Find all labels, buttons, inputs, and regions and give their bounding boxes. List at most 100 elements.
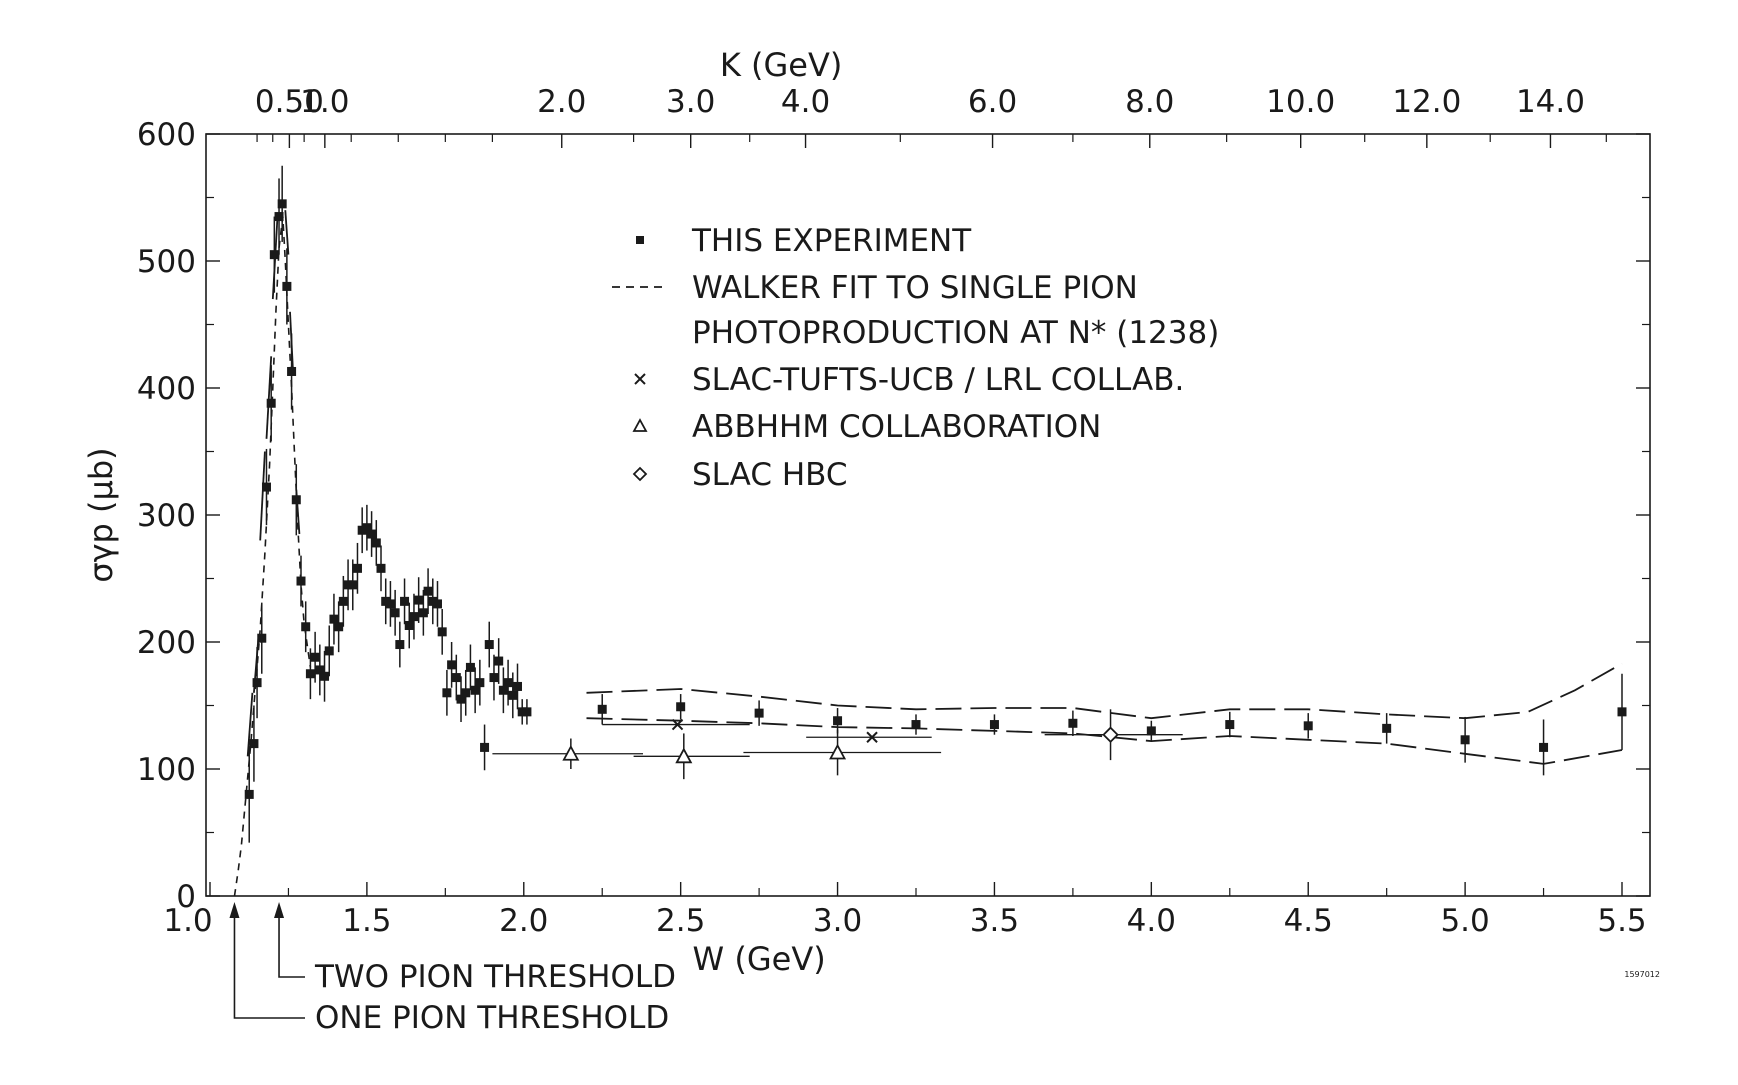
y-axis-title: σγp (μb) xyxy=(82,447,120,582)
legend-square-icon xyxy=(636,236,644,244)
experiment-point xyxy=(911,720,921,730)
experiment-point xyxy=(390,608,400,618)
experiment-point xyxy=(432,599,442,609)
x-tick-label: 2.0 xyxy=(499,903,548,939)
x-tick-label: 5.5 xyxy=(1597,903,1646,939)
experiment-point xyxy=(381,596,391,606)
data-points xyxy=(244,165,1627,843)
threshold-annotations: TWO PION THRESHOLD ONE PION THRESHOLD xyxy=(229,902,676,1036)
experiment-point xyxy=(257,633,267,643)
experiment-point xyxy=(754,708,764,718)
experiment-point xyxy=(442,688,452,698)
experiment-point xyxy=(252,678,262,688)
experiment-point xyxy=(357,525,367,535)
legend-entry: SLAC-TUFTS-UCB / LRL COLLAB. xyxy=(692,362,1184,398)
x-tick-label: 4.5 xyxy=(1284,903,1333,939)
one-pion-label: ONE PION THRESHOLD xyxy=(315,1000,669,1036)
top-tick-label: 6.0 xyxy=(968,84,1017,120)
experiment-point xyxy=(282,281,292,291)
experiment-point xyxy=(423,586,433,596)
experiment-point xyxy=(1539,742,1549,752)
two-pion-arrow-icon xyxy=(274,902,285,918)
axis-labels: 1.0 1.5 2.0 2.5 3.0 3.5 4.0 4.5 5.0 5.5 0 100 200 300… xyxy=(82,46,1660,979)
top-tick-label: 4.0 xyxy=(781,84,830,120)
experiment-point xyxy=(1068,718,1078,728)
y-tick-label: 200 xyxy=(137,625,196,661)
experiment-point xyxy=(597,704,607,714)
experiment-point xyxy=(503,678,513,688)
experiment-point xyxy=(989,720,999,730)
experiment-point xyxy=(395,640,405,650)
walker-fit-curve xyxy=(233,216,312,897)
experiment-point xyxy=(1146,726,1156,736)
experiment-point xyxy=(508,690,518,700)
top-tick-label: 8.0 xyxy=(1125,84,1174,120)
legend-diamond-icon xyxy=(632,466,648,482)
top-tick-label: 14.0 xyxy=(1516,84,1585,120)
experiment-point xyxy=(447,660,457,670)
two-pion-leader xyxy=(278,906,305,978)
experiment-point xyxy=(1382,723,1392,733)
experiment-point xyxy=(266,398,276,408)
experiment-point xyxy=(461,688,471,698)
experiment-point xyxy=(277,199,287,209)
two-pion-label: TWO PION THRESHOLD xyxy=(314,959,676,995)
experiment-point xyxy=(385,599,395,609)
fit-curves xyxy=(233,210,1623,897)
experiment-point xyxy=(409,612,419,622)
x-tick-label: 2.5 xyxy=(656,903,705,939)
experiment-point xyxy=(470,685,480,695)
x-axis-title: W (GeV) xyxy=(693,940,826,978)
experiment-point xyxy=(324,646,334,656)
experiment-point xyxy=(1303,721,1313,731)
abbhhm-point xyxy=(675,747,693,764)
experiment-point xyxy=(296,576,306,586)
experiment-point xyxy=(1225,720,1235,730)
experiment-point xyxy=(362,523,372,533)
experiment-point xyxy=(301,622,311,632)
legend-entry: ABBHHM COLLABORATION xyxy=(692,409,1101,445)
one-pion-leader xyxy=(233,906,305,1019)
y-tick-label: 400 xyxy=(137,371,196,407)
walker-fit-segment xyxy=(246,692,254,757)
experiment-point xyxy=(334,622,344,632)
experiment-point xyxy=(404,620,414,630)
experiment-point xyxy=(244,789,254,799)
x-tick-label: 3.0 xyxy=(813,903,862,939)
experiment-point xyxy=(291,495,301,505)
slac-tufts-point xyxy=(866,731,878,743)
walker-fit-segment xyxy=(259,451,266,541)
experiment-point xyxy=(833,716,843,726)
experiment-point xyxy=(352,563,362,573)
x-tick-label: 1.0 xyxy=(163,903,212,939)
experiment-point xyxy=(315,665,325,675)
legend-entry: SLAC HBC xyxy=(692,457,848,493)
top-tick-label: 2.0 xyxy=(537,84,586,120)
top-tick-label: 10.0 xyxy=(1266,84,1335,120)
experiment-point xyxy=(269,250,279,260)
abbhhm-point xyxy=(829,743,847,760)
experiment-point xyxy=(1460,735,1470,745)
x-tick-label: 4.0 xyxy=(1127,903,1176,939)
experiment-point xyxy=(261,482,271,492)
experiment-point xyxy=(1617,707,1627,717)
x-tick-label: 3.5 xyxy=(970,903,1019,939)
experiment-point xyxy=(371,538,381,548)
band-upper xyxy=(586,662,1623,720)
experiment-point xyxy=(329,614,339,624)
experiment-point xyxy=(465,662,475,672)
experiment-point xyxy=(522,707,532,717)
experiment-point xyxy=(414,595,424,605)
legend-entry: THIS EXPERIMENT xyxy=(691,223,972,259)
x-tick-label: 5.0 xyxy=(1440,903,1489,939)
experiment-point xyxy=(475,678,485,688)
walker-fit-segment xyxy=(284,210,290,255)
legend-cross-icon xyxy=(634,373,646,385)
abbhhm-point xyxy=(562,744,580,761)
experiment-point xyxy=(494,656,504,666)
y-tick-label: 100 xyxy=(137,752,196,788)
top-tick-label: 1.0 xyxy=(300,84,349,120)
experiment-point xyxy=(338,596,348,606)
one-pion-arrow-icon xyxy=(229,902,240,918)
